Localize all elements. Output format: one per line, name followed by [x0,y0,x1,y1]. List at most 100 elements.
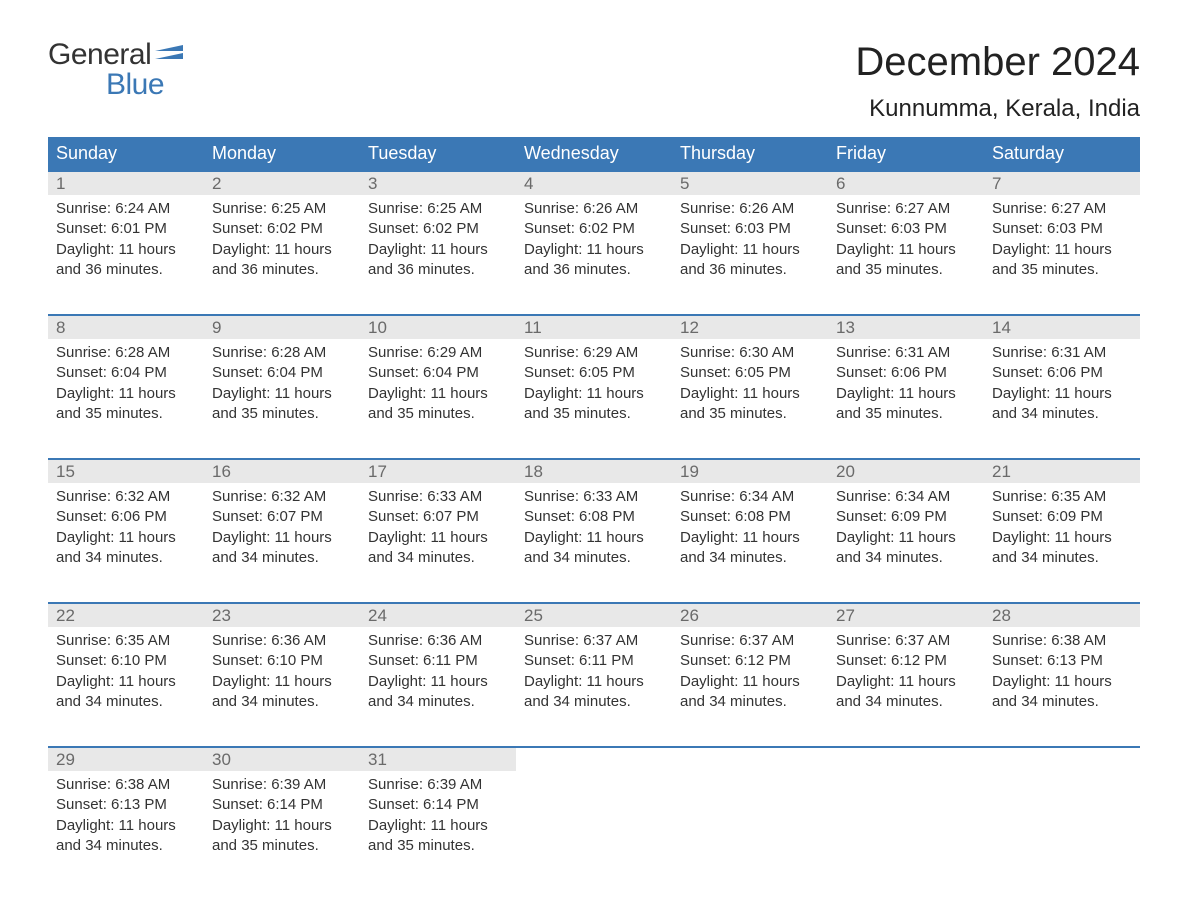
sunset-line: Sunset: 6:14 PM [212,795,352,815]
calendar: SundayMondayTuesdayWednesdayThursdayFrid… [48,137,1140,876]
daylight-line: Daylight: 11 hours and 34 minutes. [56,672,196,713]
brand-part1: General [48,40,151,70]
week-row: 29Sunrise: 6:38 AMSunset: 6:13 PMDayligh… [48,746,1140,876]
day-cell-empty [672,748,828,876]
day-cell-empty [828,748,984,876]
day-body: Sunrise: 6:27 AMSunset: 6:03 PMDaylight:… [828,195,984,280]
sunrise-line: Sunrise: 6:25 AM [368,199,508,219]
day-body: Sunrise: 6:32 AMSunset: 6:06 PMDaylight:… [48,483,204,568]
day-number: 19 [680,462,699,481]
daylight-line: Daylight: 11 hours and 35 minutes. [992,240,1132,281]
daylight-line: Daylight: 11 hours and 34 minutes. [212,528,352,569]
sunset-line: Sunset: 6:03 PM [992,219,1132,239]
day-cell-20: 20 Sunrise: 6:34 AMSunset: 6:09 PMDayligh… [828,460,984,588]
sunrise-line: Sunrise: 6:33 AM [524,487,664,507]
day-cell-10: 10Sunrise: 6:29 AMSunset: 6:04 PMDayligh… [360,316,516,444]
sunrise-line: Sunrise: 6:31 AM [992,343,1132,363]
day-cell-8: 8Sunrise: 6:28 AMSunset: 6:04 PMDaylight… [48,316,204,444]
daylight-line: Daylight: 11 hours and 34 minutes. [992,528,1132,569]
day-cell-30: 30Sunrise: 6:39 AMSunset: 6:14 PMDayligh… [204,748,360,876]
sunset-line: Sunset: 6:02 PM [368,219,508,239]
daylight-line: Daylight: 11 hours and 35 minutes. [836,384,976,425]
week-row: 15 Sunrise: 6:32 AMSunset: 6:06 PMDayligh… [48,458,1140,588]
day-cell-6: 6Sunrise: 6:27 AMSunset: 6:03 PMDaylight… [828,172,984,300]
day-number: 12 [680,318,699,337]
sunset-line: Sunset: 6:08 PM [680,507,820,527]
daylight-line: Daylight: 11 hours and 35 minutes. [212,816,352,857]
day-body: Sunrise: 6:33 AMSunset: 6:08 PMDaylight:… [516,483,672,568]
day-number: 15 [56,462,75,481]
day-body: Sunrise: 6:38 AMSunset: 6:13 PMDaylight:… [984,627,1140,712]
day-body: Sunrise: 6:31 AMSunset: 6:06 PMDaylight:… [828,339,984,424]
day-number: 9 [212,318,221,337]
day-body: Sunrise: 6:30 AMSunset: 6:05 PMDaylight:… [672,339,828,424]
sunset-line: Sunset: 6:09 PM [992,507,1132,527]
daylight-line: Daylight: 11 hours and 35 minutes. [368,384,508,425]
sunset-line: Sunset: 6:04 PM [212,363,352,383]
sunset-line: Sunset: 6:14 PM [368,795,508,815]
day-cell-25: 25Sunrise: 6:37 AMSunset: 6:11 PMDayligh… [516,604,672,732]
day-cell-4: 4Sunrise: 6:26 AMSunset: 6:02 PMDaylight… [516,172,672,300]
daylight-line: Daylight: 11 hours and 34 minutes. [368,528,508,569]
day-body: Sunrise: 6:34 AMSunset: 6:09 PMDaylight:… [828,483,984,568]
weekday-saturday: Saturday [984,137,1140,170]
sunset-line: Sunset: 6:09 PM [836,507,976,527]
daylight-line: Daylight: 11 hours and 34 minutes. [680,672,820,713]
title-block: December 2024 Kunnumma, Kerala, India [855,40,1140,123]
sunrise-line: Sunrise: 6:25 AM [212,199,352,219]
daylight-line: Daylight: 11 hours and 36 minutes. [368,240,508,281]
day-body: Sunrise: 6:37 AMSunset: 6:12 PMDaylight:… [828,627,984,712]
day-body: Sunrise: 6:28 AMSunset: 6:04 PMDaylight:… [204,339,360,424]
sunset-line: Sunset: 6:03 PM [680,219,820,239]
sunrise-line: Sunrise: 6:34 AM [836,487,976,507]
sunrise-line: Sunrise: 6:37 AM [836,631,976,651]
day-number: 5 [680,174,689,193]
day-number: 22 [56,606,75,625]
sunrise-line: Sunrise: 6:26 AM [524,199,664,219]
sunrise-line: Sunrise: 6:32 AM [56,487,196,507]
day-number: 11 [524,318,542,337]
day-number: 17 [368,462,387,481]
daylight-line: Daylight: 11 hours and 34 minutes. [368,672,508,713]
sunset-line: Sunset: 6:12 PM [680,651,820,671]
day-number: 24 [368,606,387,625]
sunrise-line: Sunrise: 6:33 AM [368,487,508,507]
day-cell-13: 13 Sunrise: 6:31 AMSunset: 6:06 PMDayligh… [828,316,984,444]
daylight-line: Daylight: 11 hours and 34 minutes. [836,672,976,713]
brand-part2: Blue [106,70,183,100]
sunset-line: Sunset: 6:12 PM [836,651,976,671]
sunrise-line: Sunrise: 6:28 AM [212,343,352,363]
daylight-line: Daylight: 11 hours and 34 minutes. [992,672,1132,713]
day-body: Sunrise: 6:36 AMSunset: 6:11 PMDaylight:… [360,627,516,712]
sunrise-line: Sunrise: 6:29 AM [524,343,664,363]
sunrise-line: Sunrise: 6:31 AM [836,343,976,363]
sunset-line: Sunset: 6:11 PM [524,651,664,671]
sunrise-line: Sunrise: 6:24 AM [56,199,196,219]
day-body: Sunrise: 6:26 AMSunset: 6:03 PMDaylight:… [672,195,828,280]
day-body: Sunrise: 6:37 AMSunset: 6:12 PMDaylight:… [672,627,828,712]
sunset-line: Sunset: 6:04 PM [56,363,196,383]
sunset-line: Sunset: 6:10 PM [212,651,352,671]
day-cell-18: 18Sunrise: 6:33 AMSunset: 6:08 PMDayligh… [516,460,672,588]
day-body: Sunrise: 6:35 AMSunset: 6:10 PMDaylight:… [48,627,204,712]
day-cell-1: 1Sunrise: 6:24 AMSunset: 6:01 PMDaylight… [48,172,204,300]
day-number: 13 [836,318,855,337]
day-number: 20 [836,462,855,481]
day-number: 3 [368,174,377,193]
flag-icon [155,45,183,65]
day-body: Sunrise: 6:31 AMSunset: 6:06 PMDaylight:… [984,339,1140,424]
daylight-line: Daylight: 11 hours and 36 minutes. [212,240,352,281]
sunrise-line: Sunrise: 6:39 AM [212,775,352,795]
day-cell-empty [984,748,1140,876]
day-number: 8 [56,318,65,337]
sunrise-line: Sunrise: 6:28 AM [56,343,196,363]
sunrise-line: Sunrise: 6:32 AM [212,487,352,507]
day-number: 23 [212,606,231,625]
brand-logo: General Blue [48,40,183,100]
day-number: 4 [524,174,533,193]
day-body: Sunrise: 6:37 AMSunset: 6:11 PMDaylight:… [516,627,672,712]
sunset-line: Sunset: 6:05 PM [680,363,820,383]
sunset-line: Sunset: 6:10 PM [56,651,196,671]
sunrise-line: Sunrise: 6:27 AM [836,199,976,219]
header: General Blue December 2024 Kunnumma, Ker… [48,40,1140,123]
